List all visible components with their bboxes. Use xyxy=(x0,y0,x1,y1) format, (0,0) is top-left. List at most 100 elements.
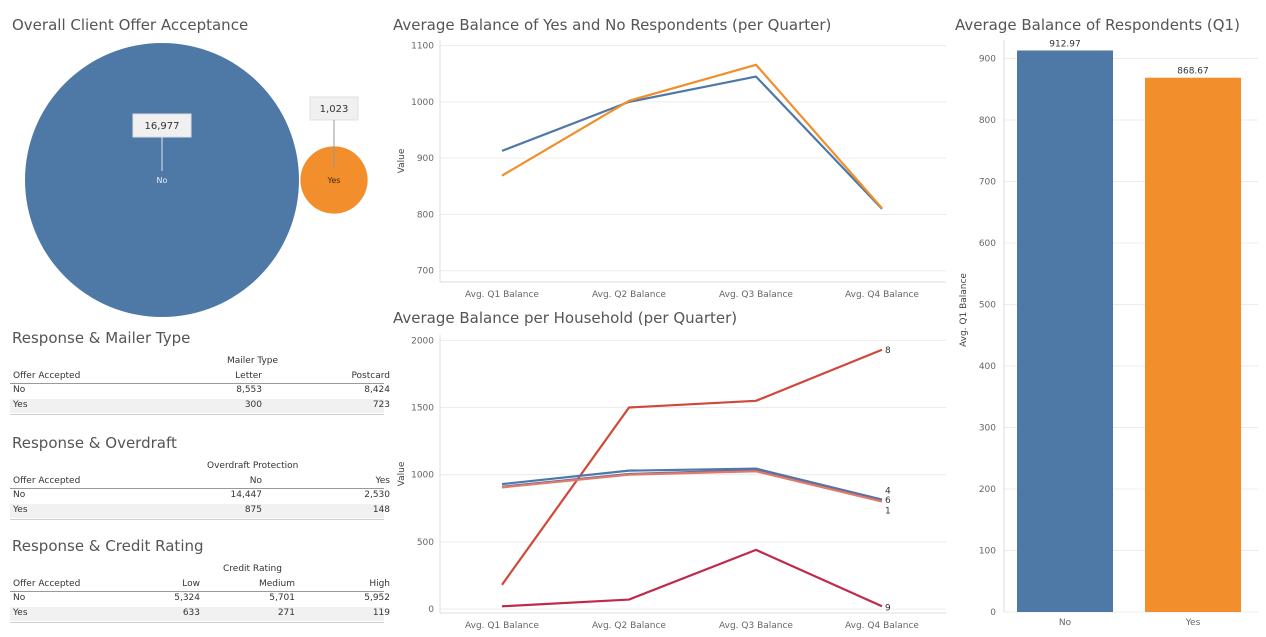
table-cell: 723 xyxy=(372,400,390,410)
table-row: No 8,553 8,424 xyxy=(10,384,390,398)
column-header: No xyxy=(249,476,262,486)
crosstab-table: Mailer Type Offer Accepted Letter Postcard N… xyxy=(10,354,390,418)
y-tick-label: 900 xyxy=(417,154,434,164)
x-tick-label: Avg. Q3 Balance xyxy=(719,621,793,631)
table-cell: 5,324 xyxy=(174,593,200,603)
line-chart-2: 0 500 1000 1500 2000 Value Avg. Q1 Balance Avg.… xyxy=(397,335,946,631)
x-tick-label: Avg. Q2 Balance xyxy=(592,290,666,300)
header-rule xyxy=(10,591,384,592)
y-tick-label: 100 xyxy=(979,546,996,556)
x-tick-label: Avg. Q1 Balance xyxy=(465,621,539,631)
series-line[interactable] xyxy=(501,470,883,503)
table-cell: 5,952 xyxy=(364,593,390,603)
table-row: Yes 300 723 xyxy=(10,399,390,413)
x-tick-label: Yes xyxy=(1185,618,1201,628)
y-tick-label: 800 xyxy=(979,116,996,126)
column-header: Yes xyxy=(375,476,390,486)
x-tick-label: No xyxy=(1059,618,1072,628)
row-header: Offer Accepted xyxy=(13,476,81,486)
x-tick-label: Avg. Q4 Balance xyxy=(845,290,919,300)
y-tick-label: 0 xyxy=(428,605,434,615)
bar-data-label: 912.97 xyxy=(1049,39,1081,49)
line-chart-1: 700 800 900 1000 1100 Value Avg. Q1 Balance Avg… xyxy=(397,40,946,300)
y-tick-label: 2000 xyxy=(411,336,434,346)
table-cell: 8,553 xyxy=(236,385,262,395)
table-cell: 5,701 xyxy=(269,593,295,603)
y-tick-label: 1500 xyxy=(411,404,434,414)
table-row: No 5,324 5,701 5,952 xyxy=(10,592,390,606)
pie-slice-no[interactable] xyxy=(25,43,299,317)
x-tick-label: Avg. Q4 Balance xyxy=(845,621,919,631)
y-axis-label: Value xyxy=(397,148,407,173)
column-group-header: Credit Rating xyxy=(223,564,282,574)
y-axis-label: Avg. Q1 Balance xyxy=(959,273,969,347)
table-cell: 148 xyxy=(372,505,390,515)
column-header: Medium xyxy=(259,579,295,589)
row-label: Yes xyxy=(13,608,28,618)
series-line[interactable] xyxy=(501,548,883,608)
y-tick-label: 500 xyxy=(417,538,434,548)
x-tick-label: Avg. Q1 Balance xyxy=(465,290,539,300)
pie-value-no: 16,977 xyxy=(145,121,180,132)
table-bottom-rule xyxy=(10,519,384,520)
table-row: Yes 633 271 119 xyxy=(10,607,390,621)
pie-slice-label-no: No xyxy=(157,176,168,185)
table-cell: 8,424 xyxy=(364,385,390,395)
column-header: Low xyxy=(182,579,200,589)
row-label: No xyxy=(13,593,26,603)
column-header: Postcard xyxy=(351,371,390,381)
table-cell: 300 xyxy=(244,400,262,410)
row-label: Yes xyxy=(13,505,28,515)
crosstab-table: Overdraft Protection Offer Accepted No Yes N… xyxy=(10,459,390,523)
table-cell: 119 xyxy=(372,608,390,618)
row-label: No xyxy=(13,490,26,500)
line-chart-2-title: Average Balance per Household (per Quart… xyxy=(393,309,738,327)
y-tick-label: 1000 xyxy=(411,98,434,108)
bar-yes[interactable] xyxy=(1145,77,1241,612)
column-group-header: Overdraft Protection xyxy=(207,461,299,471)
series-end-label: 8 xyxy=(885,346,891,356)
table-cell: 2,530 xyxy=(364,490,390,500)
series-line[interactable] xyxy=(501,348,883,586)
header-rule xyxy=(10,488,384,489)
y-tick-label: 500 xyxy=(979,300,996,310)
y-tick-label: 400 xyxy=(979,362,996,372)
bar-chart-title: Average Balance of Respondents (Q1) xyxy=(955,16,1240,34)
y-tick-label: 1000 xyxy=(411,471,434,481)
table-bottom-rule xyxy=(10,622,384,623)
row-label: No xyxy=(13,385,26,395)
y-axis-label: Value xyxy=(397,461,407,486)
bar-data-label: 868.67 xyxy=(1177,67,1209,77)
series-line[interactable] xyxy=(501,75,883,210)
pie-value-yes: 1,023 xyxy=(320,104,349,115)
series-line[interactable] xyxy=(501,63,883,210)
y-tick-label: 700 xyxy=(417,267,434,277)
line-chart-1-title: Average Balance of Yes and No Respondent… xyxy=(393,16,832,34)
table-cell: 633 xyxy=(182,608,200,618)
table-row: No 14,447 2,530 xyxy=(10,489,390,503)
y-tick-label: 600 xyxy=(979,239,996,249)
bar-no[interactable] xyxy=(1017,50,1113,612)
y-tick-label: 0 xyxy=(990,608,996,618)
row-label: Yes xyxy=(13,400,28,410)
y-tick-label: 1100 xyxy=(411,42,434,52)
row-header: Offer Accepted xyxy=(13,371,81,381)
column-header: Letter xyxy=(235,371,262,381)
y-tick-label: 800 xyxy=(417,210,434,220)
series-end-label: 6 xyxy=(885,496,891,506)
series-end-label: 1 xyxy=(885,507,891,517)
table-cell: 875 xyxy=(244,505,262,515)
y-tick-label: 300 xyxy=(979,423,996,433)
table-row: Yes 875 148 xyxy=(10,504,390,518)
pie-slice-yes[interactable] xyxy=(300,146,368,214)
pie-title: Overall Client Offer Acceptance xyxy=(12,16,249,34)
y-tick-label: 200 xyxy=(979,485,996,495)
table-title: Response & Credit Rating xyxy=(12,537,204,555)
table-cell: 14,447 xyxy=(230,490,263,500)
table-title: Response & Mailer Type xyxy=(12,329,191,347)
x-tick-label: Avg. Q3 Balance xyxy=(719,290,793,300)
y-tick-label: 900 xyxy=(979,54,996,64)
series-end-label: 9 xyxy=(885,603,891,613)
row-header: Offer Accepted xyxy=(13,579,81,589)
